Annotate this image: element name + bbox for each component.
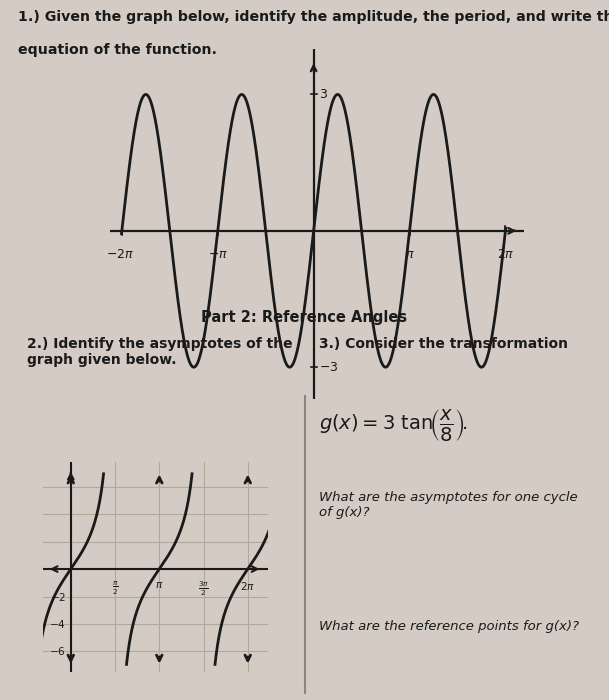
Text: equation of the function.: equation of the function. (18, 43, 217, 57)
Text: $\frac{3\pi}{2}$: $\frac{3\pi}{2}$ (198, 580, 209, 598)
Text: $2\pi$: $2\pi$ (496, 248, 514, 261)
Text: What are the reference points for g(x)?: What are the reference points for g(x)? (319, 620, 579, 633)
Text: 3.) Consider the transformation: 3.) Consider the transformation (319, 337, 568, 351)
Text: What are the asymptotes for one cycle
of g(x)?: What are the asymptotes for one cycle of… (319, 491, 578, 519)
Text: 2.) Identify the asymptotes of the
graph given below.: 2.) Identify the asymptotes of the graph… (27, 337, 292, 367)
Text: $3$: $3$ (319, 88, 328, 101)
Text: $\pi$: $\pi$ (405, 248, 414, 261)
Text: $-6$: $-6$ (49, 645, 66, 657)
Text: $-2\pi$: $-2\pi$ (106, 248, 135, 261)
Text: $g(x) = 3\ \mathrm{tan}\!\left(\dfrac{x}{8}\right)\!.$: $g(x) = 3\ \mathrm{tan}\!\left(\dfrac{x}… (319, 407, 468, 442)
Text: $-\pi$: $-\pi$ (208, 248, 228, 261)
Text: $-2$: $-2$ (49, 591, 66, 603)
Text: $-3$: $-3$ (319, 360, 339, 374)
Text: $\frac{\pi}{2}$: $\frac{\pi}{2}$ (111, 580, 118, 597)
Text: 1.) Given the graph below, identify the amplitude, the period, and write the: 1.) Given the graph below, identify the … (18, 10, 609, 24)
Text: $-4$: $-4$ (49, 618, 66, 630)
Text: Part 2: Reference Angles: Part 2: Reference Angles (202, 310, 407, 325)
Text: $2\pi$: $2\pi$ (241, 580, 255, 592)
Text: $\pi$: $\pi$ (155, 580, 163, 590)
